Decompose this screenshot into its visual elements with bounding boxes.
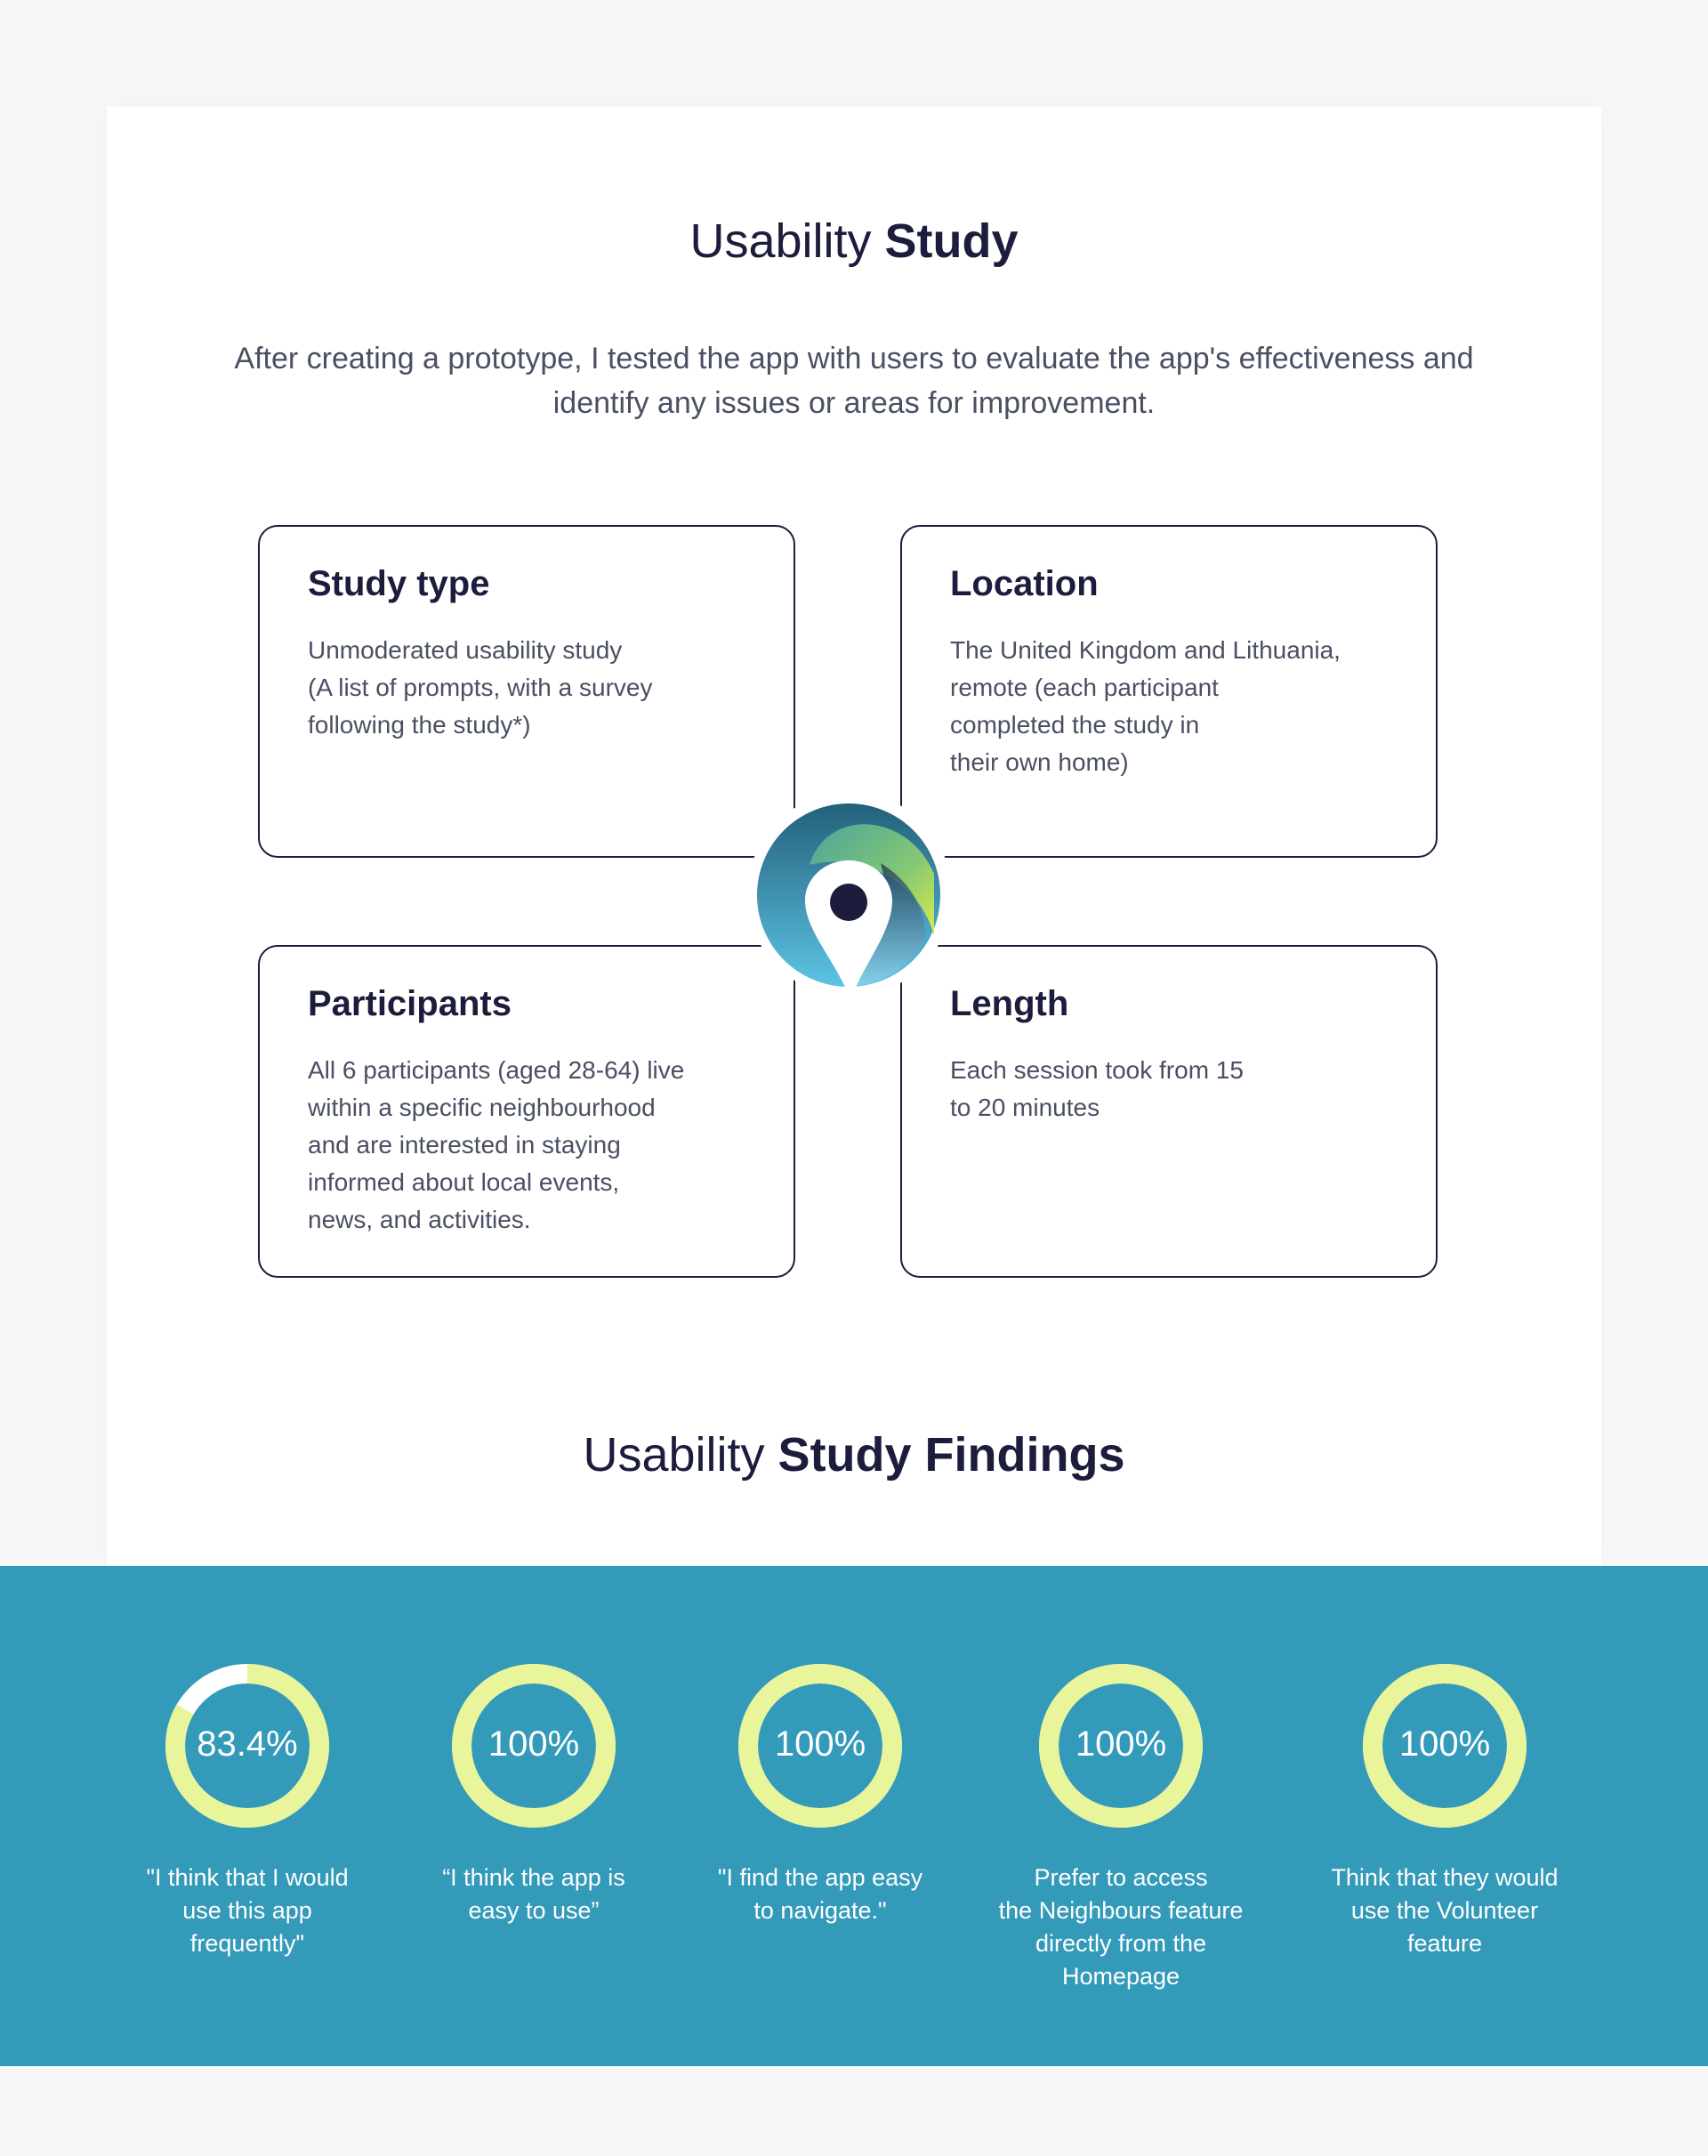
stat-caption: Prefer to access the Neighbours feature … — [998, 1864, 1244, 1990]
findings-band: 83.4% "I think that I would use this app… — [0, 1566, 1708, 2066]
stat-caption: "I think that I would use this app frequ… — [146, 1864, 349, 1957]
stat-value: 100% — [1398, 1724, 1491, 1764]
stat-caption: "I find the app easy to navigate." — [717, 1864, 923, 1924]
ring-fill — [738, 1664, 902, 1828]
stat-caption: Think that they would use the Volunteer … — [1331, 1864, 1559, 1957]
card-body: Each session took from 15 to 20 minutes — [950, 1056, 1244, 1121]
progress-ring — [1039, 1664, 1203, 1828]
ring-fill — [1363, 1664, 1527, 1828]
ring-fill — [452, 1664, 616, 1828]
stat-value: 100% — [774, 1724, 866, 1764]
card-body: All 6 participants (aged 28-64) live wit… — [308, 1056, 685, 1233]
card-body: Unmoderated usability study (A list of p… — [308, 636, 653, 739]
card-title: Location — [950, 564, 1099, 603]
stat-value: 100% — [1075, 1724, 1167, 1764]
stat-value: 83.4% — [197, 1724, 298, 1764]
stat-value: 100% — [487, 1724, 580, 1764]
stat-caption: “I think the app is easy to use” — [442, 1864, 625, 1924]
card-participants: Participants All 6 participants (aged 28… — [258, 945, 795, 1278]
location-pin-logo-icon — [757, 803, 940, 987]
card-title: Participants — [308, 984, 512, 1023]
page-title: Usability Study — [689, 214, 1019, 268]
findings-title: Usability Study Findings — [583, 1428, 1125, 1482]
card-study-type: Study type Unmoderated usability study (… — [258, 525, 795, 858]
progress-ring — [1363, 1664, 1527, 1828]
card-location: Location The United Kingdom and Lithuani… — [900, 525, 1438, 858]
ring-fill — [165, 1664, 329, 1828]
card-body: The United Kingdom and Lithuania, remote… — [950, 636, 1341, 776]
progress-ring — [452, 1664, 616, 1828]
card-title: Length — [950, 984, 1069, 1023]
progress-ring — [165, 1664, 329, 1828]
intro-text: After creating a prototype, I tested the… — [234, 342, 1474, 420]
card-length: Length Each session took from 15 to 20 m… — [900, 945, 1438, 1278]
ring-fill — [1039, 1664, 1203, 1828]
progress-ring — [738, 1664, 902, 1828]
card-title: Study type — [308, 564, 490, 603]
